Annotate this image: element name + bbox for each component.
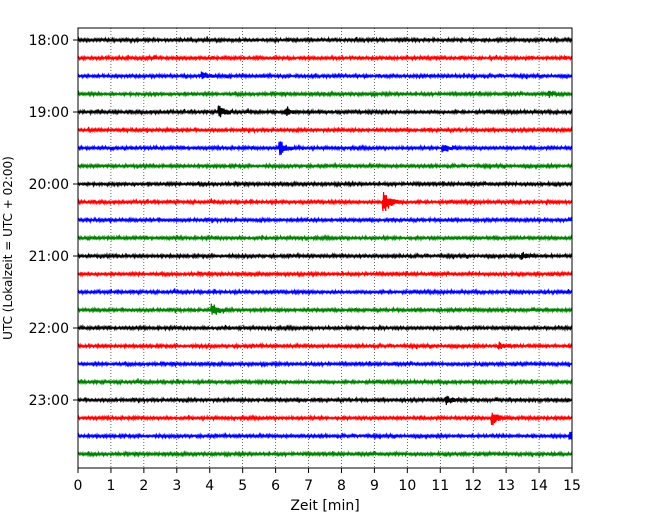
seismogram-trace-2315 <box>77 412 573 426</box>
x-tick-label: 15 <box>563 478 581 494</box>
x-tick-label: 10 <box>398 478 416 494</box>
seismogram-trace-2100 <box>77 251 573 260</box>
seismogram-trace-2330 <box>77 431 573 441</box>
seismogram-trace-2115 <box>77 269 573 279</box>
y-axis-label: UTC (Lokalzeit = UTC + 02:00) <box>1 156 15 340</box>
y-tick-label: 20:00 <box>29 177 69 193</box>
y-axis-ticks: 18:00 19:00 20:00 21:00 22:00 23:00 <box>29 33 78 409</box>
seismogram-trace-1900 <box>77 105 573 118</box>
seismogram-trace-1815 <box>77 53 573 63</box>
seismogram-trace-2300 <box>77 395 573 406</box>
seismogram-trace-1830 <box>77 71 573 81</box>
seismogram-trace-2345 <box>77 449 573 459</box>
y-tick-label: 23:00 <box>29 393 69 409</box>
seismogram-trace-2230 <box>77 359 573 369</box>
y-tick-label: 22:00 <box>29 321 69 337</box>
y-tick-label: 19:00 <box>29 105 69 121</box>
x-tick-label: 9 <box>370 478 379 494</box>
seismogram-trace-1915 <box>77 125 573 135</box>
seismogram-trace-1845 <box>77 90 573 99</box>
seismogram-trace-2045 <box>77 233 573 243</box>
x-tick-label: 12 <box>464 478 482 494</box>
seismogram-trace-2130 <box>77 287 573 296</box>
x-tick-label: 1 <box>106 478 115 494</box>
seismogram-trace-2015 <box>77 192 573 212</box>
seismogram-traces <box>77 35 573 459</box>
seismogram-trace-2000 <box>77 179 573 189</box>
x-tick-label: 5 <box>238 478 247 494</box>
seismogram-trace-2215 <box>77 341 573 350</box>
vertical-grid-lines <box>110 28 540 468</box>
x-tick-label: 3 <box>172 478 181 494</box>
seismogram-trace-1930 <box>77 141 573 156</box>
x-tick-label: 14 <box>530 478 548 494</box>
seismogram-trace-2200 <box>77 323 573 332</box>
x-axis-ticks: 0 1 2 3 4 5 6 7 8 9 10 11 12 13 14 15 <box>74 468 581 494</box>
x-tick-label: 13 <box>497 478 515 494</box>
x-axis-label: Zeit [min] <box>290 498 359 514</box>
x-tick-label: 2 <box>139 478 148 494</box>
seismogram-trace-2245 <box>77 377 573 386</box>
seismogram-trace-1945 <box>77 161 573 170</box>
y-tick-label: 21:00 <box>29 249 69 265</box>
seismogram-trace-2030 <box>77 215 573 225</box>
x-tick-label: 11 <box>431 478 449 494</box>
x-tick-label: 0 <box>74 478 83 494</box>
plot-frame <box>77 27 573 469</box>
seismogram-trace-1800 <box>77 35 573 45</box>
y-tick-label: 18:00 <box>29 33 69 49</box>
x-tick-label: 7 <box>304 478 313 494</box>
x-tick-label: 4 <box>205 478 214 494</box>
x-tick-label: 8 <box>337 478 346 494</box>
x-tick-label: 6 <box>271 478 280 494</box>
seismogram-trace-2145 <box>77 303 573 315</box>
